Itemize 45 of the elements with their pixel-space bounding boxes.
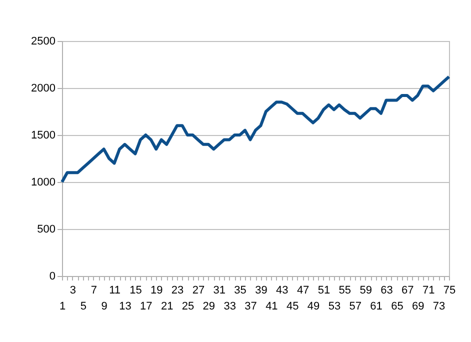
y-tick-label: 1000: [31, 176, 56, 188]
x-tick-label: 45: [286, 300, 299, 312]
x-tick-label: 73: [432, 300, 446, 312]
x-tick-label: 13: [119, 300, 132, 312]
x-tick-label: 39: [255, 284, 268, 296]
y-tick-label: 1500: [31, 130, 56, 142]
x-tick-label: 27: [192, 284, 205, 296]
x-tick-label: 7: [90, 284, 97, 296]
x-tick-label: 55: [338, 284, 352, 296]
x-tick-label: 53: [328, 300, 341, 312]
x-tick-label: 29: [202, 300, 216, 312]
x-tick-label: 41: [266, 300, 278, 312]
x-tick-label: 31: [213, 284, 226, 296]
x-tick-label: 43: [276, 284, 288, 296]
x-tick-label: 71: [422, 284, 435, 296]
line-series: [60, 75, 450, 184]
x-tick-label: 1: [59, 300, 66, 312]
x-tick-label: 63: [380, 284, 393, 296]
x-tick-label: 69: [412, 300, 424, 312]
x-tick-label: 65: [391, 300, 404, 312]
x-tick-label: 19: [150, 284, 163, 296]
x-tick-label: 11: [109, 284, 121, 296]
x-tick-label: 9: [101, 300, 108, 312]
x-tick-label: 47: [296, 284, 310, 296]
x-tick-label: 17: [140, 300, 152, 312]
x-tick-label: 59: [360, 284, 372, 296]
y-tick-label: 500: [37, 224, 56, 236]
x-tick-label: 5: [80, 300, 86, 312]
x-tick-label: 33: [224, 300, 236, 312]
x-tick-label: 35: [234, 284, 246, 296]
y-tick-label: 2000: [31, 82, 56, 94]
x-tick-label: 3: [70, 284, 76, 296]
x-tick-label: 37: [244, 300, 257, 312]
x-tick-label: 57: [349, 300, 362, 312]
x-tick-label: 21: [160, 300, 174, 312]
x-tick-label: 23: [171, 284, 184, 296]
x-tick-label: 25: [182, 300, 194, 312]
x-tick-label: 75: [443, 284, 456, 296]
y-tick-label: 2500: [31, 36, 56, 48]
x-tick-label: 61: [370, 300, 382, 312]
x-tick-label: 67: [402, 284, 414, 296]
x-tick-label: 51: [318, 284, 330, 296]
x-tick-label: 15: [130, 284, 142, 296]
x-tick-label: 49: [307, 300, 320, 312]
y-tick-label: 0: [49, 270, 56, 282]
